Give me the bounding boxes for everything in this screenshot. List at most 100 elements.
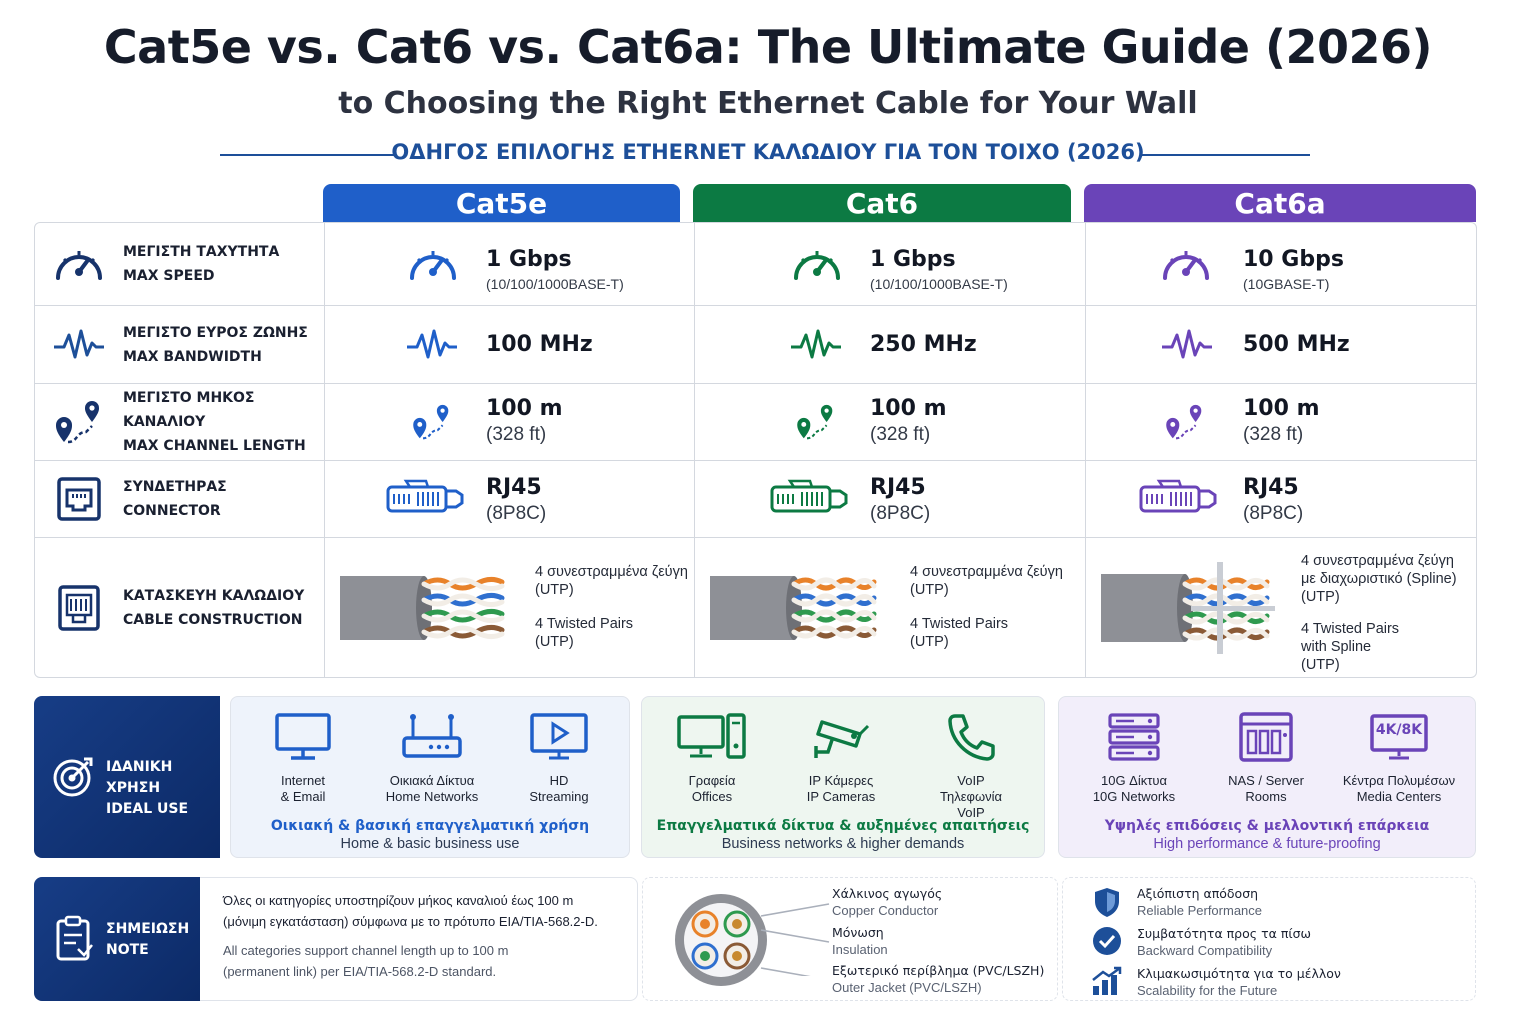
table-row-bandwidth: ΜΕΓΙΣΤΟ ΕΥΡΟΣ ΖΩΝΗΣ MAX BANDWIDTH 100 MHz… xyxy=(35,306,1476,384)
construction-gr-type: (UTP) xyxy=(535,582,574,598)
title-rule-left xyxy=(220,154,396,156)
row-label-gr: ΣΥΝΔΕΤΗΡΑΣ xyxy=(123,479,227,495)
use-group-title-gr: Οικιακή & βασική επαγγελματική χρήση xyxy=(270,818,590,834)
greek-subtitle: ΟΔΗΓΟΣ ΕΠΙΛΟΓΗΣ ETHERNET ΚΑΛΩΔΙΟΥ ΓΙΑ ΤΟ… xyxy=(391,140,1145,164)
rj45-port-icon xyxy=(51,475,107,523)
connector-value: RJ45 xyxy=(870,475,926,500)
use-group-cat5e: Internet & Email Οικιακά Δίκτυα Home Netwo… xyxy=(230,696,630,858)
benefits-panel: Αξιόπιστη απόδοση Reliable Performance Σ… xyxy=(1062,877,1476,1001)
speed-value: 1 Gbps xyxy=(486,247,572,272)
benefit-en: Reliable Performance xyxy=(1137,903,1263,918)
growth-chart-icon xyxy=(1091,966,1123,1001)
table-row-construction: ΚΑΤΑΣΚΕΥΗ ΚΑΛΩΔΙΟΥ CABLE CONSTRUCTION xyxy=(35,538,1476,678)
connector-value: RJ45 xyxy=(1243,475,1299,500)
title-rule-right xyxy=(1140,154,1310,156)
cell-cat6-length: 100 m (328 ft) xyxy=(694,384,1085,460)
row-label-gr: ΚΑΤΑΣΚΕΥΗ ΚΑΛΩΔΙΟΥ xyxy=(123,588,305,604)
cell-cat6a-connector: RJ45 (8P8C) xyxy=(1085,461,1477,537)
note-en: NOTE xyxy=(106,942,149,958)
rj45-plug-icon xyxy=(386,478,466,520)
benefit-gr: Αξιόπιστη απόδοση xyxy=(1137,886,1259,901)
benefit-en: Scalability for the Future xyxy=(1137,983,1278,998)
row-label-gr: ΜΕΓΙΣΤΗ ΤΑΧΥΤΗΤΑ xyxy=(123,244,280,260)
monitor-icon xyxy=(233,711,373,763)
construction-gr-type: (UTP) xyxy=(910,582,949,598)
benefit-gr: Συμβατότητα προς τα πίσω xyxy=(1137,926,1311,941)
note-text-en: All categories support channel length up… xyxy=(223,943,509,958)
cell-cat5e-construction: 4 συνεστραμμένα ζεύγη (UTP) 4 Twisted Pa… xyxy=(324,538,694,678)
cell-cat5e-bandwidth: 100 MHz xyxy=(324,306,694,383)
use-item: VoIP Τηλεφωνία VoIP xyxy=(901,711,1041,821)
table-row-length: ΜΕΓΙΣΤΟ ΜΗΚΟΣ ΚΑΝΑΛΙΟΥ MAX CHANNEL LENGTH… xyxy=(35,384,1476,461)
spline-cable-illustration xyxy=(1099,560,1277,656)
use-group-title-gr: Επαγγελματικά δίκτυα & αυξημένες απαιτήσ… xyxy=(656,818,1030,834)
twisted-pair-cable-illustration xyxy=(338,568,508,648)
row-label-en: CABLE CONSTRUCTION xyxy=(123,612,303,628)
construction-en: 4 Twisted Pairs xyxy=(910,616,1009,632)
use-item: Οικιακά Δίκτυα Home Networks xyxy=(362,711,502,805)
use-item: 4K/8K Κέντρα Πολυμέσων Media Centers xyxy=(1329,711,1469,805)
part-label-en: Copper Conductor xyxy=(832,903,939,918)
waveform-icon xyxy=(786,325,846,365)
speed-value: 10 Gbps xyxy=(1243,247,1344,272)
page-title: Cat5e vs. Cat6 vs. Cat6a: The Ultimate G… xyxy=(103,20,1433,74)
speedometer-icon xyxy=(1157,242,1215,286)
cell-cat6-speed: 1 Gbps (10/100/1000BASE-T) xyxy=(694,223,1085,305)
waveform-icon xyxy=(402,325,462,365)
part-label-gr: Μόνωση xyxy=(832,925,884,940)
length-feet: (328 ft) xyxy=(870,424,931,445)
construction-gr: 4 συνεστραμμένα ζεύγη xyxy=(1301,553,1454,569)
construction-en: 4 Twisted Pairs xyxy=(535,616,634,632)
note-gr: ΣΗΜΕΙΩΣΗ xyxy=(106,921,190,937)
benefit-gr: Κλιμακωσιμότητα για το μέλλον xyxy=(1137,966,1341,981)
speed-standard: (10GBASE-T) xyxy=(1243,276,1330,292)
rj45-plug-icon xyxy=(770,478,850,520)
cable-board-icon xyxy=(51,584,107,632)
row-label-en: MAX SPEED xyxy=(123,268,215,284)
waveform-icon xyxy=(51,321,107,369)
cell-cat6a-length: 100 m (328 ft) xyxy=(1085,384,1477,460)
benefit-en: Backward Compatibility xyxy=(1137,943,1273,958)
page-subtitle: to Choosing the Right Ethernet Cable for… xyxy=(338,86,1198,121)
cell-cat6-connector: RJ45 (8P8C) xyxy=(694,461,1085,537)
construction-en-type: (UTP) xyxy=(910,634,949,650)
table-row-connector: ΣΥΝΔΕΤΗΡΑΣ CONNECTOR RJ45 (8P8C) RJ45 (8P… xyxy=(35,461,1476,538)
phone-icon xyxy=(901,711,1041,763)
route-pins-icon xyxy=(1163,401,1207,443)
security-camera-icon xyxy=(771,711,911,763)
twisted-pair-cable-illustration xyxy=(708,568,878,648)
speedometer-icon xyxy=(404,242,462,286)
speedometer-icon xyxy=(788,242,846,286)
play-screen-icon xyxy=(489,711,629,763)
clipboard-icon xyxy=(54,915,94,968)
speed-value: 1 Gbps xyxy=(870,247,956,272)
nas-icon xyxy=(1196,711,1336,763)
length-feet: (328 ft) xyxy=(486,424,547,445)
construction-en-spline: with Spline xyxy=(1301,639,1372,655)
construction-en-type: (UTP) xyxy=(535,634,574,650)
use-item: Γραφεία Offices xyxy=(642,711,782,805)
cell-cat6a-bandwidth: 500 MHz xyxy=(1085,306,1477,383)
comparison-table: ΜΕΓΙΣΤΗ ΤΑΧΥΤΗΤΑ MAX SPEED 1 Gbps (10/100… xyxy=(34,222,1477,678)
construction-en-type: (UTP) xyxy=(1301,657,1340,673)
length-value: 100 m xyxy=(486,396,563,421)
cell-cat5e-connector: RJ45 (8P8C) xyxy=(324,461,694,537)
bandwidth-value: 250 MHz xyxy=(870,332,977,357)
column-header-cat5e: Cat5e xyxy=(323,184,680,222)
part-label-en: Outer Jacket (PVC/LSZH) xyxy=(832,980,982,995)
rj45-plug-icon xyxy=(1139,478,1219,520)
check-circle-icon xyxy=(1092,926,1122,961)
use-item: 10G Δίκτυα 10G Networks xyxy=(1064,711,1204,805)
cell-cat6-construction: 4 συνεστραμμένα ζεύγη (UTP) 4 Twisted Pa… xyxy=(694,538,1085,678)
resolution-badge: 4K/8K xyxy=(1375,722,1423,738)
construction-gr-type: (UTP) xyxy=(1301,589,1340,605)
use-group-title-en: High performance & future-proofing xyxy=(1153,836,1381,852)
router-icon xyxy=(362,711,502,763)
speedometer-icon xyxy=(51,240,107,288)
route-pins-icon xyxy=(410,401,454,443)
ideal-use-en: IDEAL USE xyxy=(106,801,189,817)
length-feet: (328 ft) xyxy=(1243,424,1304,445)
length-value: 100 m xyxy=(1243,396,1320,421)
cable-cross-section-illustration xyxy=(673,892,769,993)
connector-type: (8P8C) xyxy=(486,503,547,524)
